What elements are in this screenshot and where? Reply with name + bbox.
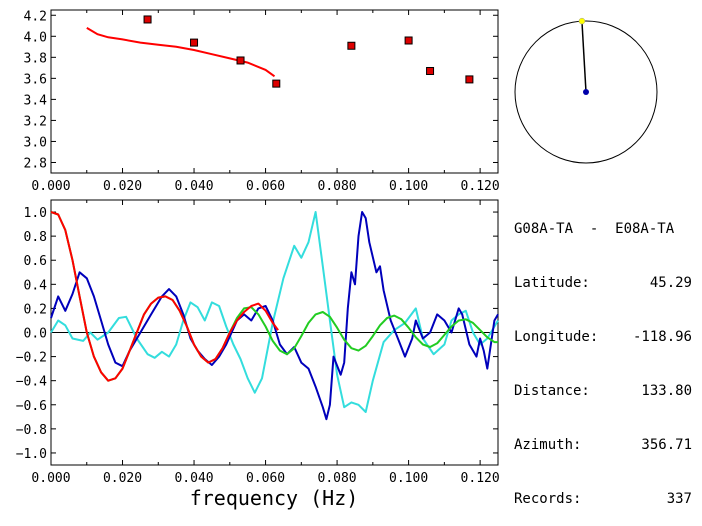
info-label: Latitude: xyxy=(514,275,590,291)
x-tick-label: 0.060 xyxy=(246,179,285,194)
data-point xyxy=(426,66,435,75)
info-label: Longitude: xyxy=(514,329,599,345)
y-tick-label: 0.0 xyxy=(24,327,47,342)
info-label: Azimuth: xyxy=(514,437,582,453)
top-plot-frame xyxy=(50,9,499,174)
data-point xyxy=(190,38,199,47)
x-tick-label: 0.000 xyxy=(31,471,70,486)
x-tick-label: 0.060 xyxy=(246,471,285,486)
x-tick-label: 0.020 xyxy=(103,471,142,486)
fit-curve xyxy=(86,27,276,78)
y-tick-label: 1.0 xyxy=(24,206,47,221)
info-value: 45.29 xyxy=(649,275,692,291)
correlation-line-panel: 0.000 0.020 0.040 0.060 0.080 0.100 0.120 −1.0 −… xyxy=(16,199,500,486)
info-label: Distance: xyxy=(514,383,590,399)
info-row-distance: Distance: 133.80 xyxy=(514,382,692,400)
y-tick-label: 4.0 xyxy=(24,30,47,45)
info-value: 356.71 xyxy=(641,437,692,453)
data-point xyxy=(272,79,281,88)
y-tick-label: 0.2 xyxy=(24,302,47,317)
info-row-records: Records: 337 xyxy=(514,490,692,508)
series-line xyxy=(50,211,499,413)
x-tick-label: 0.120 xyxy=(461,179,500,194)
velocity-scatter-panel: 0.000 0.020 0.040 0.060 0.080 0.100 0.120 2.8 3.… xyxy=(24,9,500,194)
y-tick-label: 4.2 xyxy=(24,9,47,24)
y-tick-label: 3.0 xyxy=(24,135,47,150)
series-line xyxy=(50,211,498,382)
y-tick-label: 0.4 xyxy=(24,278,48,293)
info-value: -118.96 xyxy=(632,329,692,345)
y-tick-label: −0.6 xyxy=(16,399,47,414)
series-line xyxy=(50,211,499,421)
x-tick-label: 0.100 xyxy=(389,179,428,194)
info-row-latitude: Latitude: 45.29 xyxy=(514,274,692,292)
y-tick-label: −0.8 xyxy=(16,423,47,438)
y-tick-label: −0.4 xyxy=(16,375,47,390)
compass-circle xyxy=(514,20,658,164)
x-tick-label: 0.000 xyxy=(31,179,70,194)
info-label: Records: xyxy=(514,491,582,507)
azimuth-needle xyxy=(581,21,587,93)
azimuth-compass xyxy=(514,17,658,164)
y-tick-label: 0.6 xyxy=(24,254,47,269)
y-tick-label: 3.4 xyxy=(24,93,48,108)
x-tick-label: 0.020 xyxy=(103,179,142,194)
info-value: 337 xyxy=(666,491,692,507)
data-point xyxy=(347,41,356,50)
y-tick-label: −1.0 xyxy=(16,447,47,462)
x-tick-label: 0.040 xyxy=(174,179,213,194)
azimuth-end-dot xyxy=(578,17,586,25)
compass-center-dot xyxy=(583,89,589,95)
x-tick-label: 0.120 xyxy=(461,471,500,486)
data-point xyxy=(404,36,413,45)
x-tick-label: 0.080 xyxy=(318,179,357,194)
y-tick-label: −0.2 xyxy=(16,351,47,366)
x-tick-label: 0.040 xyxy=(174,471,213,486)
y-tick-label: 3.2 xyxy=(24,114,47,129)
y-tick-label: 2.8 xyxy=(24,156,47,171)
y-tick-label: 3.8 xyxy=(24,51,47,66)
y-tick-label: 3.6 xyxy=(24,72,47,87)
x-tick-label: 0.100 xyxy=(389,471,428,486)
series-line xyxy=(50,211,279,382)
x-tick-label: 0.080 xyxy=(318,471,357,486)
info-value: 133.80 xyxy=(641,383,692,399)
station-info-panel: G08A-TA - E08A-TA Latitude: 45.29 Longitu… xyxy=(514,184,692,526)
data-point xyxy=(236,56,245,65)
data-point xyxy=(143,15,152,24)
station-pair: G08A-TA - E08A-TA xyxy=(514,221,675,237)
data-point xyxy=(465,75,474,84)
y-tick-label: 0.8 xyxy=(24,230,47,245)
info-row-azimuth: Azimuth: 356.71 xyxy=(514,436,692,454)
info-row-longitude: Longitude: -118.96 xyxy=(514,328,692,346)
x-axis-label: frequency (Hz) xyxy=(190,486,359,510)
